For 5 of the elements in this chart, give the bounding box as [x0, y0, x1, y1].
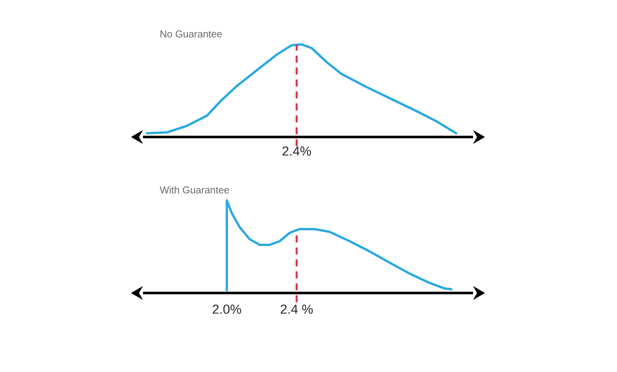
- x-tick-label: 2.4 %: [280, 304, 313, 314]
- x-tick-label: 2.0%: [212, 304, 242, 314]
- chart-title: No Guarantee: [160, 30, 222, 38]
- ref-line-label: 2.4%: [282, 146, 311, 156]
- chart-title: With Guarantee: [160, 186, 230, 194]
